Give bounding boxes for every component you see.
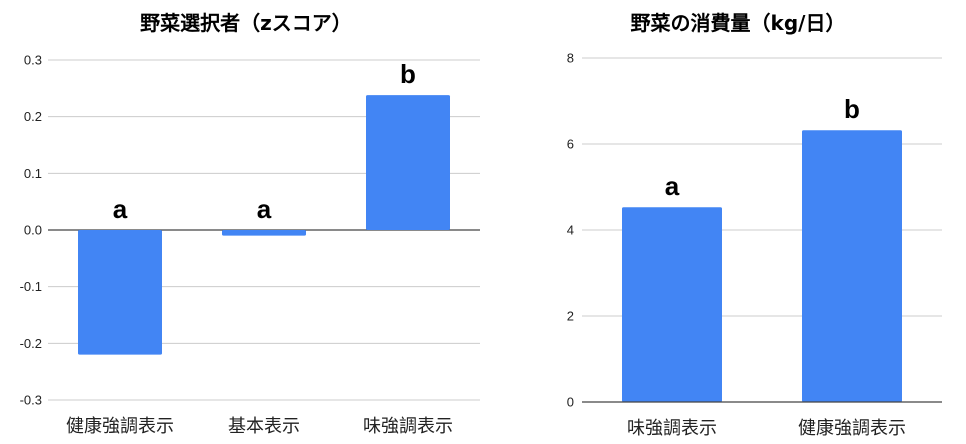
chart-title-consumption: 野菜の消費量（kg/日）: [631, 11, 846, 35]
category-label: 健康強調表示: [66, 416, 174, 437]
y-tick-label: 0.0: [24, 223, 42, 238]
y-tick-label: -0.1: [20, 279, 42, 294]
y-tick-label: 2: [567, 309, 574, 324]
y-tick-label: 0.2: [24, 109, 42, 124]
category-label: 基本表示: [228, 416, 300, 437]
category-label: 健康強調表示: [798, 418, 906, 439]
significance-letter: a: [665, 171, 680, 201]
significance-letter: a: [113, 194, 128, 224]
significance-letter: a: [257, 194, 272, 224]
y-tick-label: 0.1: [24, 166, 42, 181]
category-label: 味強調表示: [627, 418, 717, 439]
y-tick-label: 8: [567, 51, 574, 66]
bar: [78, 230, 162, 355]
y-tick-label: -0.3: [20, 393, 42, 408]
y-tick-label: 4: [567, 223, 574, 238]
y-tick-label: 6: [567, 137, 574, 152]
bar: [366, 95, 450, 230]
chart-vegetable-consumption: 野菜の消費量（kg/日） 0 2 4 6 8 a 味強調表示 b 健康強調表示: [567, 11, 942, 439]
category-label: 味強調表示: [363, 416, 453, 437]
chart-title-zscore: 野菜選択者（zスコア）: [140, 11, 352, 35]
significance-letter: b: [400, 59, 416, 89]
y-tick-label: 0.3: [24, 53, 42, 68]
chart-vegetable-selector-zscore: 野菜選択者（zスコア） -0.3 -0.2 -0.1 0.0 0.1 0.2 0.3 a 健康強…: [20, 11, 480, 437]
y-tick-label: 0: [567, 395, 574, 410]
bar: [802, 130, 902, 403]
y-tick-label: -0.2: [20, 336, 42, 351]
bar: [222, 230, 306, 236]
significance-letter: b: [844, 94, 860, 124]
bar: [622, 207, 722, 402]
